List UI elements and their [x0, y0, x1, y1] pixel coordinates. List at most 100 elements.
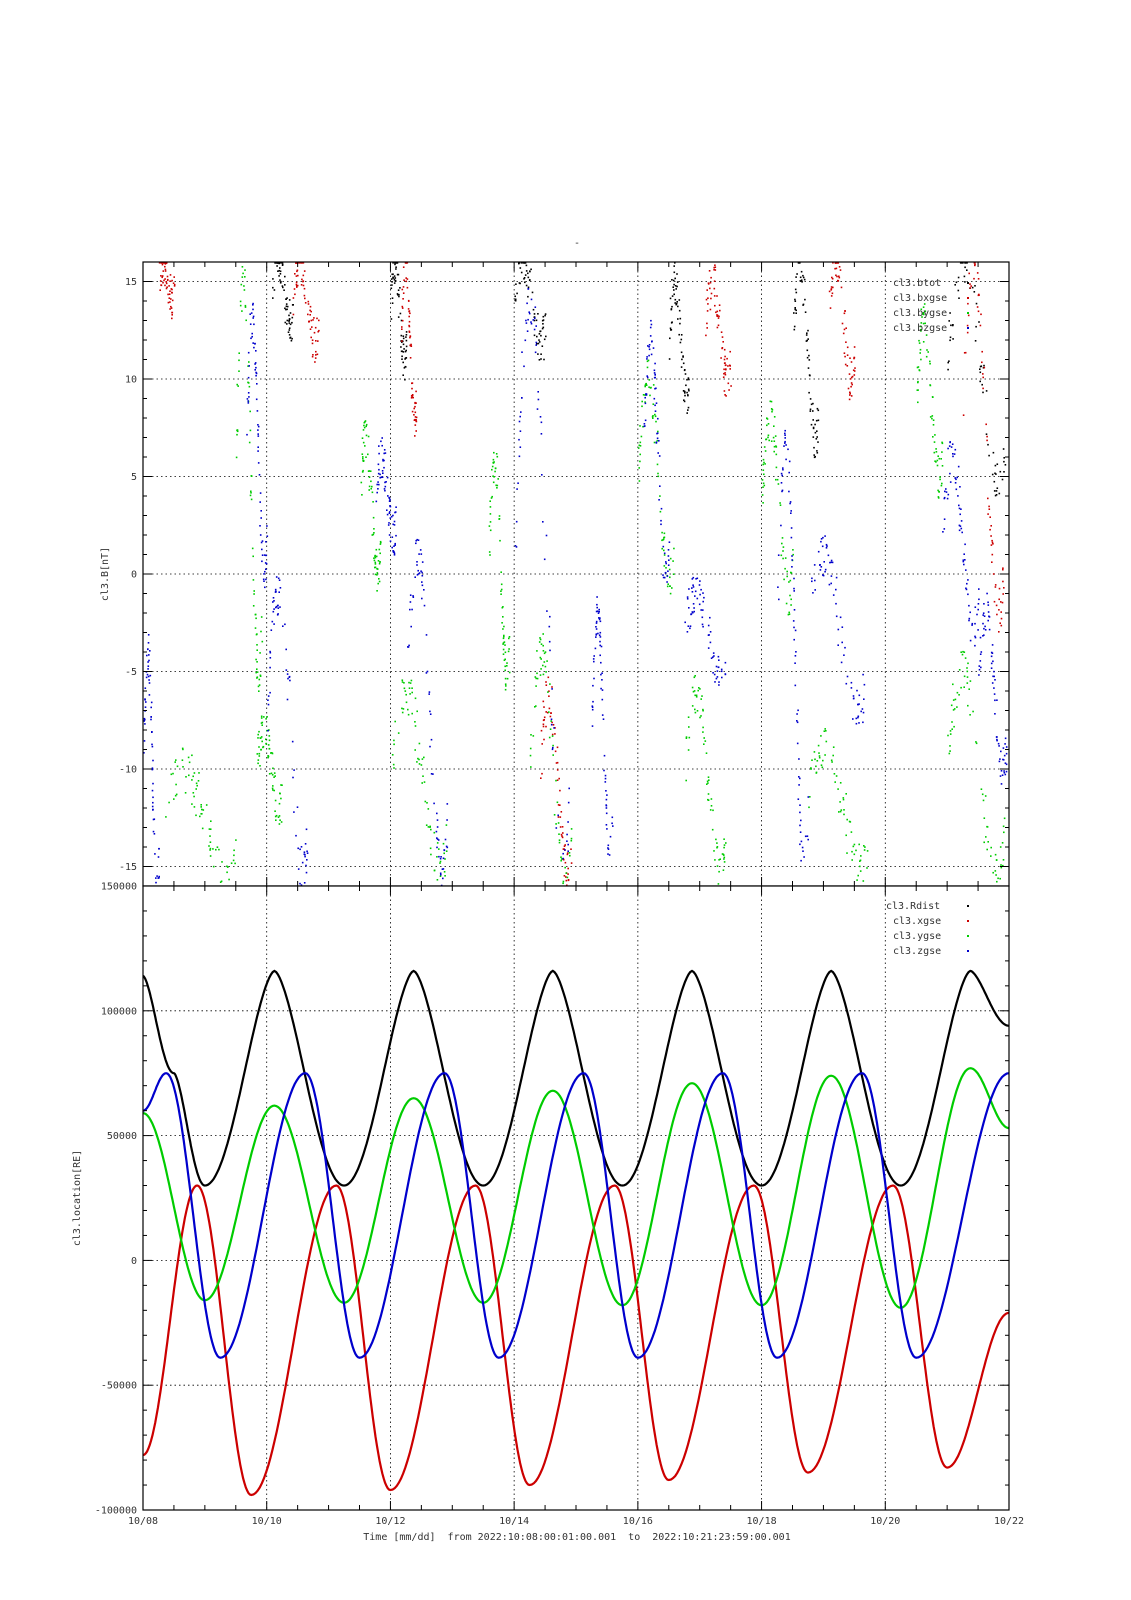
data-point	[846, 365, 849, 367]
data-point	[716, 315, 718, 317]
data-point	[428, 691, 431, 693]
data-point	[533, 316, 536, 318]
data-point	[279, 270, 282, 273]
data-point	[653, 441, 656, 444]
data-point	[862, 673, 864, 676]
data-point	[309, 309, 311, 312]
data-point	[260, 630, 262, 633]
data-point	[683, 369, 686, 372]
data-point	[239, 300, 242, 303]
data-point	[692, 690, 695, 693]
data-point	[1000, 601, 1002, 603]
data-point	[415, 430, 417, 432]
data-point	[402, 335, 405, 337]
data-point	[267, 729, 269, 732]
data-point	[503, 634, 505, 637]
data-point	[401, 358, 403, 360]
data-point	[1002, 864, 1004, 867]
data-point	[523, 262, 525, 264]
data-point	[421, 574, 424, 577]
data-point	[716, 670, 719, 672]
data-point	[964, 657, 967, 659]
data-point	[680, 351, 683, 354]
data-point	[257, 759, 260, 761]
data-point	[699, 580, 701, 582]
data-point	[993, 600, 996, 603]
data-point	[715, 677, 718, 680]
data-point	[257, 435, 260, 437]
data-point	[990, 667, 993, 669]
data-point	[279, 606, 281, 608]
data-point	[685, 737, 688, 739]
data-point	[601, 689, 604, 691]
data-point	[707, 647, 710, 649]
data-point	[376, 572, 379, 574]
data-point	[638, 444, 641, 447]
data-point	[723, 838, 725, 840]
data-point	[700, 698, 702, 700]
data-point	[563, 875, 566, 877]
data-point	[940, 458, 942, 460]
data-point	[853, 853, 856, 856]
data-point	[542, 315, 545, 318]
data-point	[976, 272, 979, 274]
data-point	[416, 561, 418, 563]
data-point	[368, 476, 371, 478]
data-point	[304, 302, 307, 304]
data-point	[838, 266, 841, 268]
data-point	[713, 280, 716, 282]
data-point	[395, 534, 397, 537]
data-point	[1002, 567, 1004, 569]
data-point	[784, 440, 786, 443]
data-point	[669, 585, 671, 587]
data-point	[850, 687, 853, 689]
data-point	[605, 790, 607, 792]
data-point	[995, 490, 998, 492]
data-point	[273, 772, 276, 774]
data-point	[530, 321, 532, 323]
data-point	[694, 711, 697, 714]
data-point	[498, 518, 500, 520]
data-point	[527, 318, 529, 321]
data-point	[377, 472, 380, 475]
data-point	[979, 368, 981, 370]
data-point	[708, 634, 710, 636]
data-point	[395, 266, 397, 268]
data-point	[533, 328, 536, 331]
data-point	[516, 488, 518, 490]
data-point	[414, 697, 417, 700]
data-point	[372, 516, 375, 519]
data-point	[767, 436, 769, 439]
data-point	[438, 848, 440, 850]
data-point	[696, 710, 699, 712]
y-tick-label: 150000	[101, 882, 137, 893]
data-point	[1001, 774, 1004, 776]
data-point	[824, 754, 826, 756]
data-point	[439, 872, 442, 875]
data-point	[811, 577, 813, 580]
data-point	[855, 722, 858, 725]
data-point	[795, 312, 797, 314]
data-point	[414, 411, 417, 414]
data-point	[391, 281, 393, 283]
data-point	[185, 776, 187, 778]
data-point	[654, 415, 657, 418]
data-point	[403, 348, 405, 350]
data-point	[823, 561, 825, 563]
data-point	[536, 672, 538, 675]
data-point	[762, 463, 764, 466]
data-point	[360, 481, 363, 484]
data-point	[644, 384, 647, 387]
data-point	[601, 714, 604, 716]
data-point	[393, 739, 395, 742]
data-point	[793, 609, 796, 611]
data-point	[678, 299, 681, 301]
data-point	[191, 754, 193, 757]
data-point	[783, 445, 785, 447]
data-point	[567, 843, 569, 846]
data-point	[816, 452, 819, 454]
data-point	[837, 279, 839, 282]
data-point	[286, 297, 288, 299]
data-point	[1002, 568, 1004, 571]
data-point	[809, 796, 811, 798]
